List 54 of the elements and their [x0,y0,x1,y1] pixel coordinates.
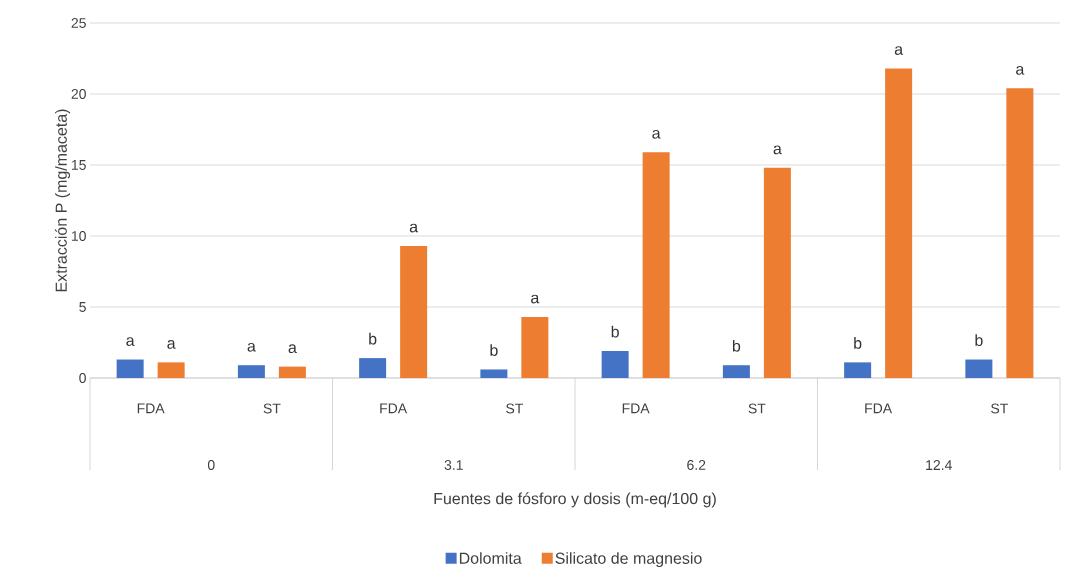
bar [157,362,185,378]
x-tick-label: ST [263,403,281,414]
data-label: b [732,339,741,352]
y-tick-label: 20 [71,89,86,99]
bar [116,359,144,378]
legend-label: Silicato de magnesio [555,552,702,568]
data-label: b [369,332,377,345]
data-label: b [975,334,983,346]
data-label: a [167,340,176,349]
text: 3.1 [444,460,463,470]
bar [278,366,306,378]
text: 12.4 [926,460,952,470]
data-label: b [490,344,498,356]
bar [642,152,670,378]
bar [480,369,508,378]
y-tick-label: 0 [79,373,86,383]
bar [885,68,913,378]
x-tick-label: FDA [865,403,893,414]
y-tick-label: 15 [71,160,86,170]
text: 0 [207,460,215,470]
bar [359,358,387,378]
x-axis-title: Fuentes de fósforo y dosis (m-eq/100 g) [434,492,716,508]
data-label: a [247,342,256,352]
bar [237,365,265,378]
y-axis-title: Extracción P (mg/maceta) [54,109,71,292]
x-tick-label: ST [506,403,524,414]
bar [521,316,549,378]
data-label: a [288,344,297,354]
data-label: b [854,337,862,349]
x-tick-label: FDA [137,403,165,414]
data-label: a [409,223,419,233]
x-tick-label: FDA [380,403,408,414]
bar [763,167,791,378]
bar [1006,88,1034,378]
data-label: b [611,325,619,338]
legend-label: Dolomita [459,552,522,564]
y-tick-label: 10 [71,231,86,241]
bar [722,365,750,378]
data-label: a [894,46,904,55]
y-tick-label: 5 [79,302,86,312]
x-tick-label: ST [991,403,1008,414]
y-tick-label: 25 [71,18,86,28]
data-label: a [773,145,782,155]
text: 6.2 [687,460,706,470]
bar [965,359,993,378]
x-tick-label: FDA [622,403,650,414]
data-label: a [126,337,135,346]
data-label: a [531,294,540,304]
bar [844,362,872,378]
bar [400,245,428,378]
x-tick-label: ST [748,403,766,414]
data-label: a [1016,66,1025,75]
data-label: a [652,129,661,139]
bar [601,351,629,378]
